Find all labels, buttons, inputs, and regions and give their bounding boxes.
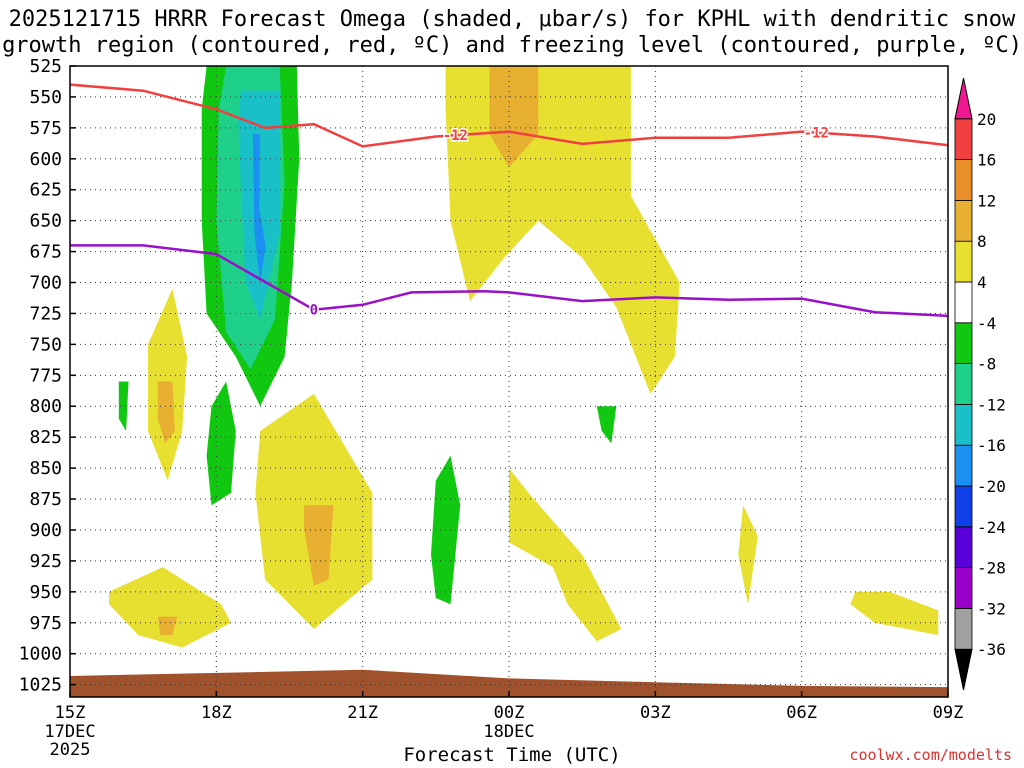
y-tick-label: 825 <box>29 427 62 448</box>
y-tick-label: 525 <box>29 56 62 77</box>
y-tick-label: 1000 <box>19 644 62 665</box>
upward-motion-small-4 <box>596 406 617 444</box>
plot-frame <box>69 65 949 698</box>
downward-motion-column-core <box>157 381 175 444</box>
downward-motion-upper-core <box>489 66 539 168</box>
y-tick-label: 800 <box>29 396 62 417</box>
y-tick-label: 925 <box>29 551 62 572</box>
colorbar-label: -32 <box>977 599 1006 618</box>
y-tick-label: 725 <box>29 303 62 324</box>
y-tick-label: 975 <box>29 613 62 634</box>
y-tick-label: 750 <box>29 334 62 355</box>
y-tick-label: 1025 <box>19 675 62 696</box>
colorbar-segment <box>954 526 973 568</box>
colorbar-segment <box>954 77 973 120</box>
colorbar-label: -24 <box>977 518 1006 537</box>
colorbar-label: 20 <box>977 110 996 129</box>
colorbar-segment <box>954 199 973 242</box>
credit-text: coolwx.com/modelts <box>849 746 1012 764</box>
x-tick-label: 09Z <box>933 703 964 723</box>
x-tick-label: 00Z <box>494 703 525 723</box>
downward-motion-lower-a-core <box>304 505 334 586</box>
y-tick-label: 775 <box>29 365 62 386</box>
colorbar-label: -20 <box>977 477 1006 496</box>
y-tick-label: 875 <box>29 489 62 510</box>
downward-motion-lower-b-core <box>157 616 178 636</box>
y-tick-label: 625 <box>29 180 62 201</box>
colorbar-label: 12 <box>977 191 996 210</box>
colorbar-label: -12 <box>977 395 1006 414</box>
colorbar-label: -36 <box>977 640 1006 659</box>
y-tick-label: 575 <box>29 118 62 139</box>
x-tick-sublabel: 17DEC <box>44 722 95 742</box>
colorbar-segment <box>954 567 973 609</box>
colorbar-label: -28 <box>977 559 1006 578</box>
colorbar-segment <box>954 240 973 283</box>
x-tick-label: 03Z <box>640 703 671 723</box>
chart-title-line2: growth region (contoured, red, ºC) and f… <box>2 33 1022 58</box>
colorbar-segment <box>954 403 973 446</box>
y-tick-label: 950 <box>29 582 62 603</box>
downward-motion-right-3 <box>850 591 939 636</box>
colorbar-segment <box>954 159 973 201</box>
colorbar-label: -4 <box>977 314 996 333</box>
freezing-level-contour <box>70 244 949 318</box>
colorbar-label: -8 <box>977 355 996 374</box>
x-tick-sublabel: 2025 <box>50 740 91 760</box>
downward-motion-lower-b <box>109 567 231 648</box>
upward-motion-small-2 <box>206 381 236 506</box>
y-tick-label: 900 <box>29 520 62 541</box>
colorbar-segment <box>954 281 973 324</box>
y-tick-label: 600 <box>29 149 62 170</box>
upward-motion-small-1 <box>118 381 129 431</box>
colorbar-segment <box>954 485 973 528</box>
colorbar-label: 4 <box>977 273 987 292</box>
dendritic-snow-growth-contour-label: -12 <box>443 128 468 144</box>
dendritic-snow-growth-contour <box>69 83 949 148</box>
colorbar-segment <box>954 322 973 364</box>
downward-motion-right-2 <box>738 505 758 605</box>
colorbar-segment <box>954 363 973 405</box>
colorbar-label: -16 <box>977 436 1006 455</box>
freezing-level-contour-label: 0 <box>310 303 318 319</box>
y-tick-label: 850 <box>29 458 62 479</box>
y-tick-label: 675 <box>29 242 62 263</box>
terrain-fill <box>70 669 948 697</box>
colorbar-segment <box>954 648 973 691</box>
chart-title-line1: 2025121715 HRRR Forecast Omega (shaded, … <box>8 7 1016 32</box>
downward-motion-right-1 <box>509 468 622 642</box>
colorbar-segment <box>954 444 973 487</box>
x-tick-label: 15Z <box>55 703 86 723</box>
y-tick-label: 650 <box>29 211 62 232</box>
dendritic-snow-growth-contour-label: -12 <box>804 126 829 142</box>
x-tick-label: 18Z <box>201 703 232 723</box>
y-tick-label: 700 <box>29 273 62 294</box>
colorbar-label: 16 <box>977 151 996 170</box>
y-tick-label: 550 <box>29 87 62 108</box>
colorbar-segment <box>954 608 973 650</box>
x-tick-label: 06Z <box>786 703 817 723</box>
colorbar-segment <box>954 118 973 161</box>
colorbar-label: 8 <box>977 232 987 251</box>
x-tick-label: 21Z <box>347 703 378 723</box>
x-axis-label: Forecast Time (UTC) <box>403 744 621 766</box>
x-tick-sublabel: 18DEC <box>483 722 534 742</box>
